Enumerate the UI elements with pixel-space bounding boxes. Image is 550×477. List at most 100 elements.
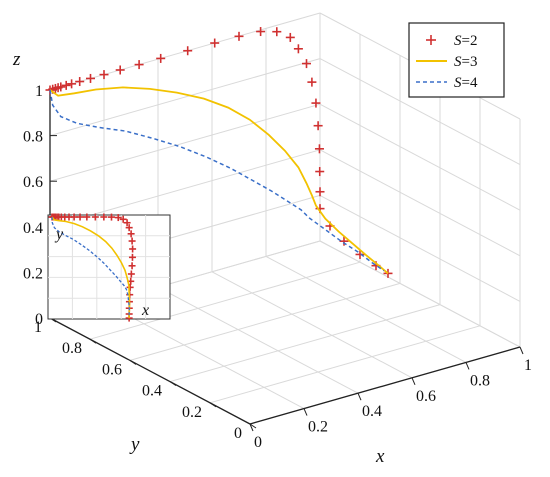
y-tick-mark (249, 423, 257, 429)
data-point (134, 60, 144, 70)
legend-entry-s4: S=4 (416, 75, 478, 91)
data-point (313, 121, 323, 131)
z-tick-label: 0.4 (23, 220, 43, 237)
data-point (339, 236, 349, 246)
y-tick-label: 0.2 (182, 404, 202, 421)
inset-data-point (100, 213, 108, 221)
inset-data-point (91, 213, 99, 221)
y-tick-label: 0.6 (102, 361, 122, 378)
inset-data-point (107, 213, 115, 221)
data-point (293, 44, 303, 54)
inset-data-point (128, 262, 136, 270)
x-tick-label: 0.2 (308, 419, 328, 436)
inset-y-label: y (54, 226, 64, 243)
inset-x-label: x (141, 302, 149, 319)
legend-label-var: S (454, 33, 462, 49)
gridline (319, 103, 521, 211)
data-point (234, 31, 244, 41)
svg-text:S=4: S=4 (454, 75, 478, 91)
data-point (86, 73, 95, 83)
data-point (315, 187, 325, 197)
inset-data-point (119, 215, 127, 223)
inset-data-point (125, 224, 133, 232)
x-tick-mark (519, 346, 524, 355)
data-point (183, 46, 193, 56)
inset-series-layer (48, 213, 137, 322)
inset-data-point (70, 213, 78, 221)
inset-data-point (76, 213, 84, 221)
y-tick-mark (169, 381, 177, 387)
x-tick-mark (411, 377, 416, 385)
legend-label-var: S (454, 54, 462, 70)
legend-label-val: =3 (462, 54, 478, 70)
data-point (311, 98, 321, 108)
inset-data-point (127, 270, 135, 278)
data-point (285, 32, 295, 42)
x-tick-mark (357, 393, 362, 401)
x-tick-label: 0.6 (416, 388, 436, 405)
inset-data-point (127, 230, 135, 238)
legend: S=2 S=3 S=4 (408, 22, 505, 98)
gridline (319, 240, 521, 348)
data-point (210, 38, 220, 48)
x-tick-label: 0 (254, 434, 262, 451)
legend-box (408, 22, 505, 98)
y-tick-label: 1 (34, 319, 42, 336)
data-point (307, 77, 317, 87)
legend-label-val: =2 (462, 33, 478, 49)
gridline (319, 58, 521, 166)
inset-series-s4-line (51, 216, 130, 317)
inset-data-point (128, 237, 136, 245)
gridline (49, 58, 321, 137)
data-point (314, 144, 324, 154)
data-point (315, 167, 325, 177)
gridline (157, 286, 359, 394)
z-tick-label: 0.6 (23, 174, 43, 191)
inset-data-point (83, 213, 91, 221)
gridline (169, 304, 441, 383)
y-tick-label: 0 (234, 425, 242, 442)
x-tick-mark (249, 423, 254, 432)
x-axis-line (249, 346, 521, 425)
series-layer (45, 27, 393, 278)
z-axis-label: z (12, 49, 21, 70)
inset-data-point (128, 253, 136, 261)
gridline (211, 271, 413, 379)
gridline (265, 255, 467, 363)
gridline (319, 149, 521, 257)
gridline (209, 325, 481, 404)
y-axis-line (49, 317, 251, 425)
legend-marker-plus (426, 35, 436, 45)
legend-entry-s3: S=3 (416, 54, 477, 70)
gridline (103, 302, 305, 410)
y-tick-mark (89, 338, 97, 344)
series-s2 (45, 27, 393, 278)
series-s4-line (49, 89, 385, 272)
legend-label-var: S (454, 75, 462, 91)
data-point (272, 27, 282, 37)
svg-text:S=2: S=2 (454, 33, 477, 49)
z-tick-label: 0 (35, 311, 43, 328)
inset-plot: y x (47, 213, 171, 322)
legend-entry-s2: S=2 (426, 33, 477, 49)
series-s3-line (49, 86, 389, 275)
gridline (89, 261, 361, 340)
y-axis-label: y (129, 434, 140, 455)
inset-data-point (129, 245, 137, 253)
y-tick-mark (129, 359, 137, 365)
x-tick-label: 0.4 (362, 403, 382, 420)
inset-grid (48, 215, 170, 319)
x-tick-mark (303, 408, 308, 416)
z-tick-label: 1 (35, 83, 43, 100)
inset-data-point (114, 214, 122, 222)
gridline (319, 194, 521, 302)
data-point (302, 59, 311, 69)
inset-frame (47, 214, 171, 320)
z-tick-label: 0.2 (23, 265, 43, 282)
y-tick-mark (209, 402, 217, 408)
y-tick-label: 0.4 (142, 383, 162, 400)
x-tick-label: 0.8 (470, 372, 490, 389)
data-point (61, 80, 71, 90)
